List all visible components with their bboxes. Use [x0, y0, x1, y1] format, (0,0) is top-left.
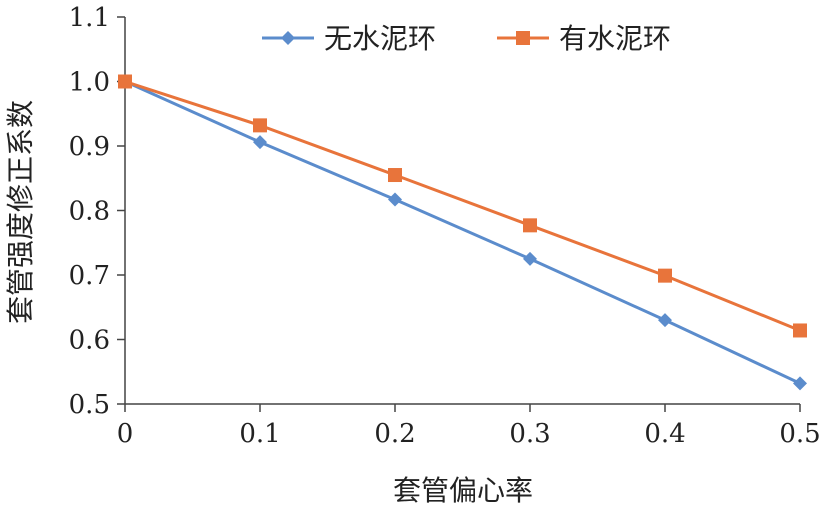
data-point [658, 313, 672, 328]
series-2 [118, 74, 807, 338]
legend-marker [281, 31, 295, 45]
legend-item-2: 有水泥环 [497, 22, 671, 55]
data-point [118, 74, 132, 89]
x-tick-label: 0.1 [239, 419, 280, 449]
y-axis-label: 套管强度修正系数 [4, 100, 37, 324]
series-line [124, 80, 801, 385]
axes [124, 17, 800, 405]
y-tick-label: 1.1 [69, 3, 110, 33]
data-point [253, 118, 267, 133]
x-ticks: 0 0.1 0.2 0.3 0.4 0.5 [117, 404, 821, 449]
legend-item-1: 无水泥环 [262, 22, 436, 55]
y-ticks: 0.5 0.6 0.7 0.8 0.9 1.0 1.1 [69, 3, 125, 420]
y-tick-label: 0.7 [69, 261, 110, 291]
series-layer [118, 74, 807, 391]
y-tick-label: 0.5 [69, 390, 110, 420]
legend-label: 有水泥环 [559, 22, 671, 55]
series-1 [118, 74, 807, 391]
data-point [523, 251, 537, 266]
y-tick-label: 0.9 [69, 132, 110, 162]
data-point [253, 135, 267, 150]
x-tick-label: 0.3 [509, 419, 550, 449]
series-line [124, 80, 801, 332]
data-point [793, 323, 807, 338]
x-tick-label: 0 [117, 419, 134, 449]
x-tick-label: 0.2 [374, 419, 415, 449]
legend: 无水泥环 有水泥环 [262, 22, 671, 55]
y-tick-label: 1.0 [69, 68, 110, 98]
data-point [658, 268, 672, 283]
data-point [793, 376, 807, 391]
x-axis-label: 套管偏心率 [393, 474, 533, 507]
data-point [388, 192, 402, 207]
data-point [523, 218, 537, 233]
x-tick-label: 0.4 [644, 419, 685, 449]
data-point [388, 168, 402, 183]
y-tick-label: 0.8 [69, 197, 110, 227]
x-tick-label: 0.5 [779, 419, 820, 449]
legend-marker [516, 31, 530, 45]
y-tick-label: 0.6 [69, 326, 110, 356]
legend-label: 无水泥环 [324, 22, 436, 55]
